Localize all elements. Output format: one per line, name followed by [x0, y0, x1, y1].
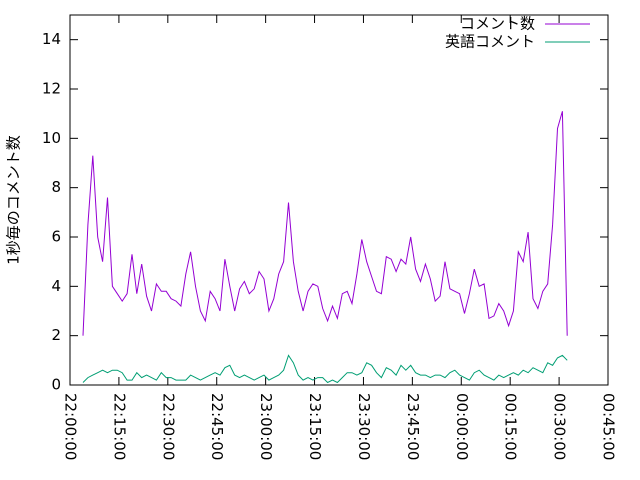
legend-label: コメント数: [460, 15, 535, 33]
y-tick-label: 10: [42, 129, 61, 147]
x-tick-label: 23:45:00: [404, 393, 422, 460]
y-tick-label: 8: [51, 178, 61, 196]
plot-frame: [69, 14, 609, 386]
x-tick-label: 00:15:00: [502, 393, 520, 460]
x-tick-label: 23:15:00: [306, 393, 324, 460]
x-tick-label: 23:00:00: [257, 393, 275, 460]
y-tick-label: 2: [51, 326, 61, 344]
y-tick-label: 0: [51, 376, 61, 394]
x-tick-label: 22:00:00: [62, 393, 80, 460]
y-tick-label: 6: [51, 228, 61, 246]
series-line: [82, 354, 568, 384]
legend-label: 英語コメント: [445, 33, 535, 51]
x-tick-label: 22:45:00: [208, 393, 226, 460]
x-tick-label: 00:00:00: [453, 393, 471, 460]
x-tick-label: 00:30:00: [551, 393, 569, 460]
x-tick-label: 00:45:00: [600, 393, 618, 460]
x-tick-label: 22:30:00: [159, 393, 177, 460]
x-tick-label: 23:30:00: [355, 393, 373, 460]
x-tick-label: 22:15:00: [110, 393, 128, 460]
series-line: [82, 111, 568, 336]
y-axis-label: 1秒毎のコメント数: [5, 135, 23, 265]
y-tick-label: 12: [42, 80, 61, 98]
y-tick-label: 4: [51, 277, 61, 295]
y-tick-label: 14: [42, 30, 61, 48]
